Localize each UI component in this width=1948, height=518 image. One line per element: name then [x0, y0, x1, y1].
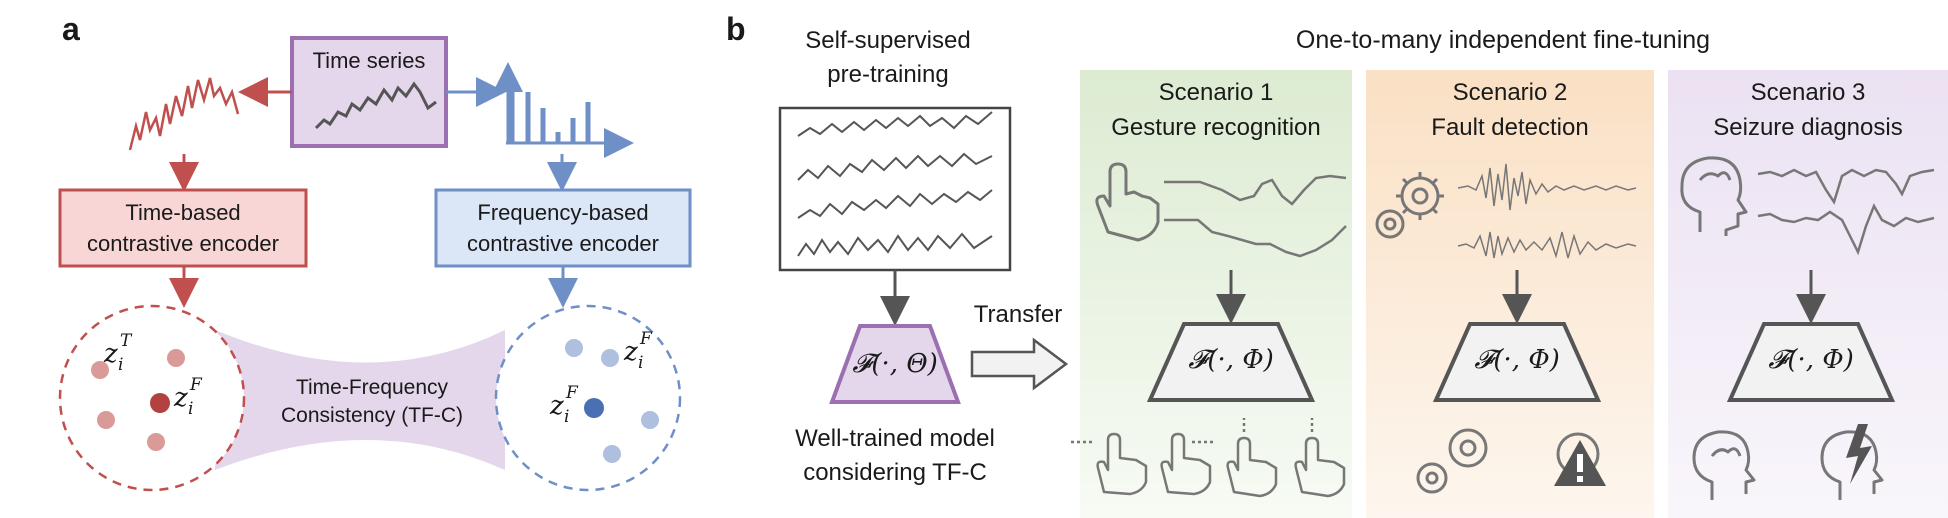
time-encoder-line1: Time-based [125, 200, 240, 225]
freq-embeddings [565, 339, 659, 463]
z-freq-right-label: z F i [623, 329, 653, 373]
normal-gears-icon [1416, 428, 1488, 494]
svg-text:i: i [638, 353, 643, 373]
frequency-spectrum [509, 78, 591, 143]
pretrained-model-label: 𝓕(·, Θ) [852, 349, 938, 379]
scenario-1-title: Scenario 1 [1159, 79, 1274, 106]
normal-brain-icon [1692, 430, 1756, 500]
svg-text:F: F [639, 329, 653, 349]
freq-latent-space [494, 304, 682, 492]
pretrain-line2: pre-training [827, 61, 948, 88]
seizure-brain-icon [1820, 424, 1884, 500]
z-time-left-label: z T i [103, 331, 133, 375]
svg-text:i: i [118, 355, 123, 375]
time-series-label: Time series [313, 48, 426, 73]
gesture-icons [1070, 418, 1346, 498]
z-time-anchor-label: z F i [173, 375, 203, 419]
freq-anchor-embedding [584, 398, 604, 418]
transfer-label: Transfer [974, 301, 1062, 328]
scenario-2-model-label: 𝓕(·, Φ) [1474, 345, 1560, 375]
pretrain-signals [797, 111, 993, 257]
z-freq-anchor-label: z F i [549, 383, 579, 427]
pretrained-model-shape [829, 324, 961, 404]
scenario-3-title: Scenario 3 [1751, 79, 1866, 106]
time-embeddings [91, 349, 185, 451]
svg-text:i: i [564, 407, 569, 427]
pretrain-data-box [778, 106, 1012, 272]
svg-text:F: F [565, 383, 579, 403]
freq-encoder-box [434, 188, 692, 268]
scenario-1-subtitle: Gesture recognition [1111, 114, 1320, 141]
time-series-signal [314, 81, 437, 130]
scenario-2-model-shape [1432, 322, 1602, 402]
eeg-signals [1757, 168, 1935, 256]
svg-text:z: z [549, 391, 564, 421]
scenario-1-model-shape [1146, 322, 1316, 402]
head-brain-icon [1680, 156, 1748, 236]
scenario-1-model-label: 𝓕(·, Φ) [1188, 345, 1274, 375]
model-caption-line2: considering TF-C [803, 459, 987, 486]
panel-b-letter: b [726, 11, 746, 47]
time-domain-signal [128, 77, 240, 151]
time-anchor-embedding [150, 393, 170, 413]
transfer-arrow [970, 337, 1069, 391]
svg-text:z: z [173, 383, 188, 413]
vibration-signals [1457, 163, 1637, 259]
pretrain-line1: Self-supervised [805, 27, 970, 54]
tfc-label-line1: Time-Frequency [296, 376, 449, 399]
model-caption-line1: Well-trained model [795, 425, 995, 452]
tfc-label-line2: Consistency (TF-C) [281, 404, 463, 427]
svg-text:i: i [188, 399, 193, 419]
scenario-3-model-label: 𝓕(·, Φ) [1768, 345, 1854, 375]
scenario-3-model-shape [1726, 322, 1896, 402]
svg-text:F: F [189, 375, 203, 395]
scenario-2-title: Scenario 2 [1453, 79, 1568, 106]
fault-warning-icon [1554, 432, 1606, 486]
gesture-signals [1164, 174, 1347, 258]
time-encoder-line2: contrastive encoder [87, 231, 279, 256]
gear-icon [1375, 172, 1444, 239]
freq-encoder-line1: Frequency-based [477, 200, 648, 225]
freq-encoder-line2: contrastive encoder [467, 231, 659, 256]
scenario-3-subtitle: Seizure diagnosis [1713, 114, 1902, 141]
scenario-2-subtitle: Fault detection [1431, 114, 1588, 141]
svg-text:T: T [120, 331, 133, 351]
tfc-consistency-band [215, 330, 505, 470]
svg-text:z: z [623, 337, 638, 367]
hand-icon [1095, 162, 1160, 242]
svg-text:z: z [103, 339, 118, 369]
finetune-title: One-to-many independent fine-tuning [1296, 26, 1710, 54]
panel-a-letter: a [62, 11, 80, 47]
